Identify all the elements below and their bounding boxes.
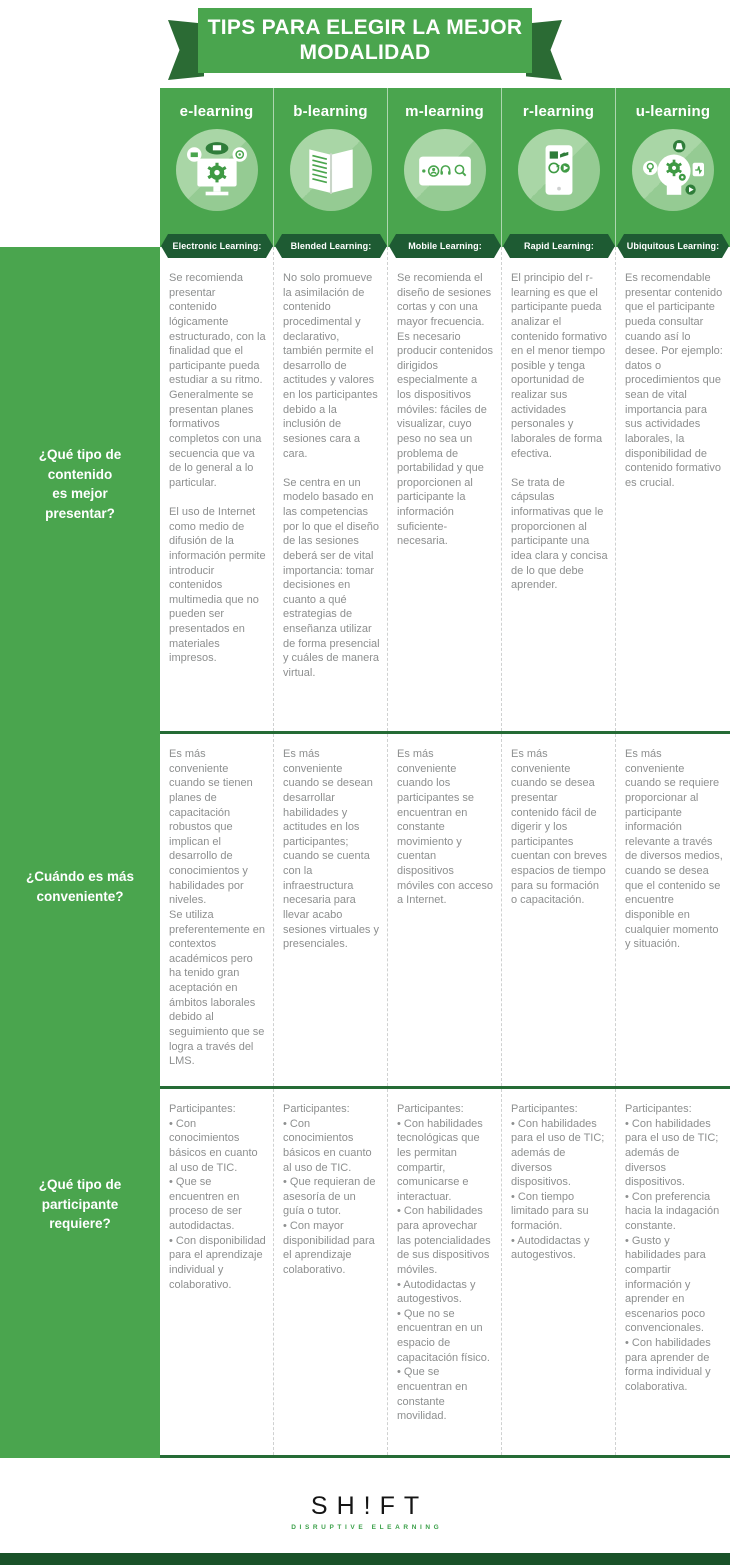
tablet-capsules-icon: [517, 129, 600, 211]
table-row-convenience: Es más conveniente cuando se tienen plan…: [160, 731, 730, 1086]
question-when-convenient: ¿Cuándo es más conveniente?: [25, 869, 135, 904]
question-participant-type: ¿Qué tipo de participante requiere?: [38, 1177, 122, 1232]
page-title: TIPS PARA ELEGIR LA MEJOR MODALIDAD: [198, 8, 532, 74]
column-label: e-learning: [179, 103, 254, 120]
tablet-apps-icon: [403, 129, 486, 211]
column-header-u-learning: u-learning: [616, 88, 730, 247]
badge-rapid-learning: Rapid Learning:: [503, 234, 615, 258]
desktop-computer-gear-icon: [175, 129, 258, 211]
column-label: b-learning: [293, 103, 368, 120]
cell-r-learning-convenience: Es más conveniente cuando se desea prese…: [502, 734, 616, 1086]
cell-m-learning-content: Se recomienda el diseño de sesiones cort…: [388, 247, 502, 731]
comparison-table: Se recomienda presentar contenido lógica…: [160, 247, 730, 1458]
badge-electronic-learning: Electronic Learning:: [161, 234, 273, 258]
badge-row: Electronic Learning: Blended Learning: M…: [160, 234, 730, 258]
badge-mobile-learning: Mobile Learning:: [389, 234, 501, 258]
cell-r-learning-participants: Participantes: • Con habilidades para el…: [502, 1089, 616, 1455]
shift-logo-tagline: DISRUPTIVE ELEARNING: [291, 1524, 443, 1531]
column-header-r-learning: r-learning: [502, 88, 616, 247]
modality-header: e-learning b-learning: [160, 88, 730, 247]
badge-blended-learning: Blended Learning:: [275, 234, 387, 258]
table-row-participants: Participantes: • Con conocimientos básic…: [160, 1086, 730, 1458]
cell-e-learning-convenience: Es más conveniente cuando se tienen plan…: [160, 734, 274, 1086]
table-row-content-type: Se recomienda presentar contenido lógica…: [160, 247, 730, 731]
column-label: m-learning: [405, 103, 484, 120]
column-header-b-learning: b-learning: [274, 88, 388, 247]
shift-logo-text: SH!FT: [310, 1492, 429, 1520]
cell-e-learning-content: Se recomienda presentar contenido lógica…: [160, 247, 274, 731]
head-gears-icon: [632, 129, 714, 211]
cell-b-learning-convenience: Es más conveniente cuando se desean desa…: [274, 734, 388, 1086]
cell-e-learning-participants: Participantes: • Con conocimientos básic…: [160, 1089, 274, 1455]
open-book-icon: [289, 129, 372, 211]
column-header-m-learning: m-learning: [388, 88, 502, 247]
question-content-type: ¿Qué tipo de contenido es mejor presenta…: [38, 447, 122, 521]
footer-bar: [0, 1553, 730, 1565]
cell-r-learning-content: El principio del r-learning es que el pa…: [502, 247, 616, 731]
cell-m-learning-participants: Participantes: • Con habilidades tecnoló…: [388, 1089, 502, 1455]
question-sidebar: ¿Qué tipo de contenido es mejor presenta…: [0, 247, 160, 1458]
cell-u-learning-convenience: Es más conveniente cuando se requiere pr…: [625, 748, 723, 951]
cell-u-learning-participants: Participantes: • Con habilidades para el…: [625, 1103, 720, 1393]
badge-ubiquitous-learning: Ubiquitous Learning:: [617, 234, 729, 258]
column-label: r-learning: [522, 103, 595, 120]
column-label: u-learning: [635, 103, 711, 120]
cell-m-learning-convenience: Es más conveniente cuando los participan…: [388, 734, 502, 1086]
shift-logo: SH!FT DISRUPTIVE ELEARNING: [0, 1492, 730, 1531]
cell-b-learning-participants: Participantes: • Con conocimientos básic…: [274, 1089, 388, 1455]
title-banner: TIPS PARA ELEGIR LA MEJOR MODALIDAD: [0, 8, 730, 80]
cell-u-learning-content: Es recomendable presentar contenido que …: [625, 272, 723, 489]
cell-b-learning-content: No solo promueve la asimilación de conte…: [274, 247, 388, 731]
column-header-e-learning: e-learning: [160, 88, 274, 247]
